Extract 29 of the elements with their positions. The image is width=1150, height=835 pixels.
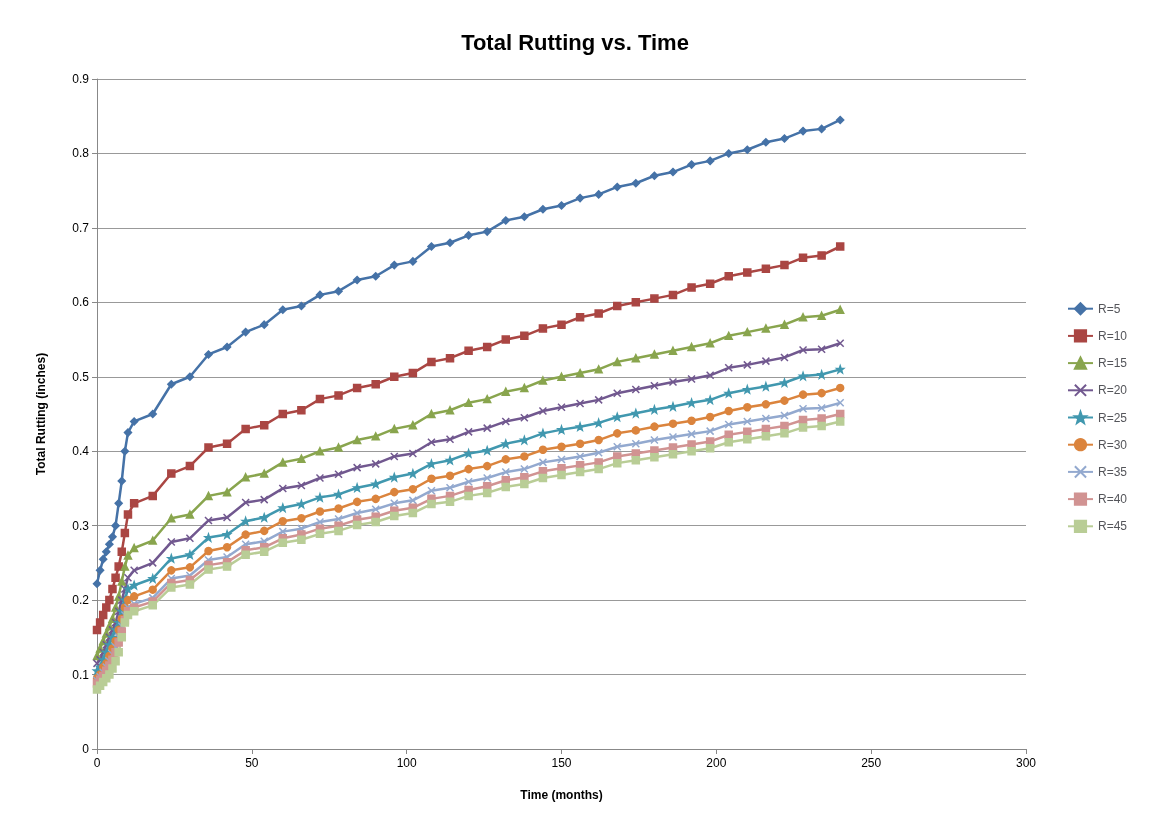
x-tick-label: 0 (93, 756, 101, 770)
y-axis-title: Total Rutting (inches) (34, 352, 48, 476)
legend-label: R=35 (1097, 464, 1128, 479)
legend-label: R=10 (1097, 328, 1128, 343)
chart-title: Total Rutting vs. Time (461, 29, 689, 55)
x-tick-label: 200 (706, 756, 727, 770)
x-axis-title: Time (months) (520, 788, 603, 802)
legend-label: R=30 (1097, 437, 1128, 452)
x-tick-label: 150 (551, 756, 572, 770)
x-tick-label: 250 (861, 756, 882, 770)
x-tick-label: 300 (1015, 756, 1037, 770)
y-tick-label: 0.5 (72, 369, 90, 384)
y-tick-label: 0.2 (72, 593, 90, 608)
y-tick-label: 0.8 (72, 146, 90, 161)
legend-label: R=45 (1097, 519, 1128, 534)
y-tick-label: 0.4 (72, 444, 90, 459)
legend-label: R=40 (1097, 492, 1128, 507)
legend-label: R=25 (1097, 410, 1128, 425)
legend-label: R=20 (1097, 383, 1128, 398)
legend-label: R=15 (1097, 356, 1128, 371)
x-tick-label: 100 (396, 756, 417, 770)
legend-label: R=5 (1097, 301, 1121, 316)
y-tick-label: 0.9 (72, 72, 90, 86)
y-tick-label: 0.7 (72, 220, 90, 235)
y-tick-label: 0 (82, 742, 90, 756)
y-tick-label: 0.3 (72, 518, 90, 533)
y-tick-label: 0.6 (72, 295, 90, 310)
x-tick-label: 50 (245, 756, 259, 770)
y-tick-label: 0.1 (72, 667, 90, 682)
